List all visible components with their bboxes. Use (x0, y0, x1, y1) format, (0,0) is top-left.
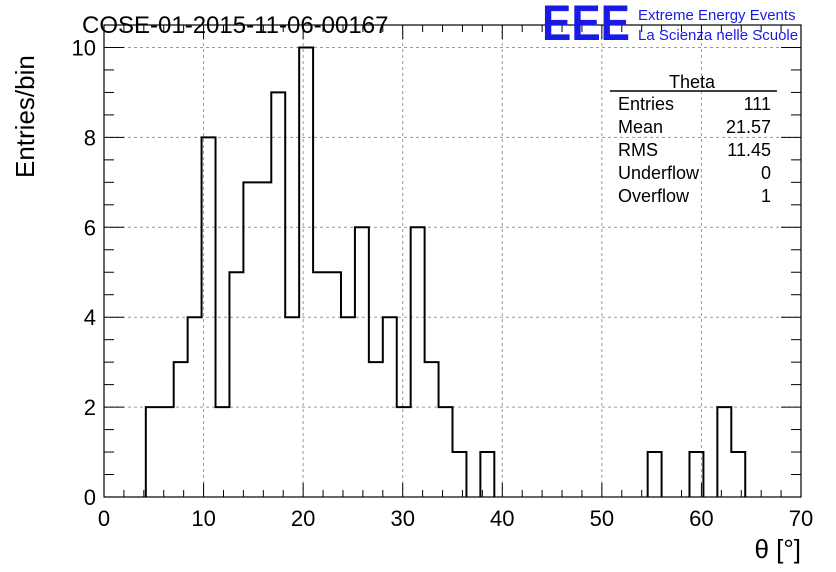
y-tick-labels: 0 2 4 6 8 10 (72, 35, 96, 510)
histogram-bin (271, 92, 285, 497)
histogram-bin (174, 362, 188, 497)
x-tick-label: 10 (191, 506, 215, 531)
stats-label: Mean (618, 117, 663, 137)
axis-ticks (103, 24, 802, 498)
y-tick-label: 10 (72, 35, 96, 60)
x-axis-label: θ [°] (754, 534, 801, 564)
stats-value: 11.45 (727, 140, 771, 160)
plot-frame (103, 24, 802, 498)
logo-line1: Extreme Energy Events (638, 7, 796, 24)
histogram-bin (648, 452, 662, 497)
stats-value: 21.57 (726, 117, 771, 137)
stats-title: Theta (669, 72, 716, 92)
histogram-bin (425, 362, 439, 497)
x-tick-label: 40 (490, 506, 514, 531)
histogram-bin (411, 227, 425, 497)
histogram-bin (243, 182, 257, 497)
histogram-bin (313, 272, 327, 497)
y-tick-label: 8 (84, 125, 96, 150)
histogram-bin (453, 452, 467, 497)
x-tick-label: 20 (291, 506, 315, 531)
stats-value: 1 (761, 186, 771, 206)
stats-box: Theta Entries 111 Mean 21.57 RMS 11.45 Underfl… (610, 72, 777, 206)
histogram-bin (369, 362, 383, 497)
chart-title: COSE-01-2015-11-06-00167 (82, 12, 388, 39)
histogram-bin (257, 182, 271, 497)
y-axis-label: Entries/bin (10, 55, 40, 178)
y-tick-label: 4 (84, 305, 96, 330)
stats-label: RMS (618, 140, 658, 160)
histogram-bin (397, 407, 411, 497)
histogram-bin (146, 407, 160, 497)
histogram-bin (299, 47, 313, 497)
histogram-bars (144, 46, 747, 497)
histogram-bin (216, 407, 230, 497)
histogram-bin (717, 407, 731, 497)
histogram-outline (144, 46, 747, 497)
y-tick-label: 6 (84, 215, 96, 240)
histogram-bin (355, 227, 369, 497)
stats-label: Entries (618, 94, 674, 114)
x-tick-label: 0 (98, 506, 110, 531)
stats-value: 111 (744, 94, 771, 114)
histogram-bin (327, 272, 341, 497)
stats-label: Underflow (618, 163, 700, 183)
stats-rows: Entries 111 Mean 21.57 RMS 11.45 Underflow 0 Ove… (618, 94, 771, 206)
logo-mark: EEE (542, 0, 630, 51)
logo: EEE Extreme Energy Events La Scienza nel… (542, 0, 798, 51)
y-tick-label: 0 (84, 485, 96, 510)
stats-label: Overflow (618, 186, 690, 206)
x-tick-label: 50 (590, 506, 614, 531)
x-tick-label: 70 (789, 506, 813, 531)
stats-value: 0 (761, 163, 771, 183)
logo-line2: La Scienza nelle Scuole (638, 27, 798, 44)
histogram-bin (731, 452, 745, 497)
y-tick-label: 2 (84, 395, 96, 420)
histogram-bin (439, 407, 453, 497)
x-tick-label: 30 (390, 506, 414, 531)
x-tick-label: 60 (689, 506, 713, 531)
histogram-bin (160, 407, 174, 497)
histogram-bin (229, 272, 243, 497)
x-tick-labels: 0 10 20 30 40 50 60 70 (98, 506, 813, 531)
